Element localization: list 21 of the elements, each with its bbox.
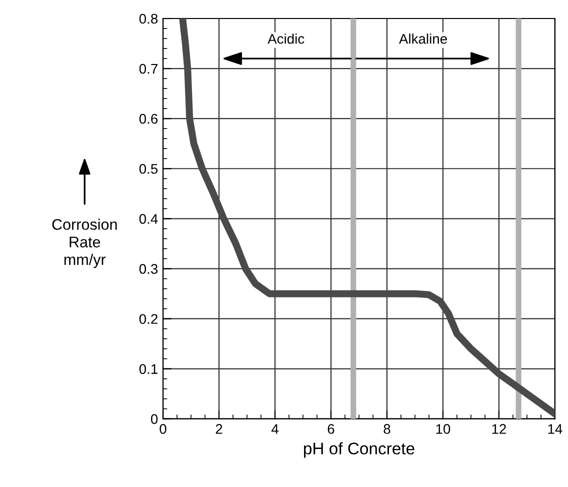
x-tick-label: 2 [216,424,222,434]
annotation: Alkaline [398,34,447,44]
x-tick-label: 0 [160,424,166,434]
y-tick-label: 0.7 [139,64,158,74]
x-tick-label: 6 [328,424,334,434]
x-tick-label: 4 [271,424,278,434]
x-axis-title: pH of Concrete [304,442,414,458]
y-tick-label: 0.1 [139,364,158,374]
y-tick-label: 0.4 [139,214,158,224]
y-tick-label: 0.6 [139,114,158,124]
x-tick-label: 8 [384,424,390,434]
y-tick-label: 0.5 [139,164,158,174]
y-tick-label: 0 [150,414,158,424]
y-tick-label: 0.3 [139,264,158,274]
x-tick-label: 14 [548,424,562,434]
y-tick-label: 0.2 [139,314,158,324]
x-tick-label: 12 [492,424,506,434]
y-tick-label: 0.8 [139,14,158,24]
y-axis-title: Corrosion Rate mm/yr [52,218,117,268]
annotation: Acidic [268,34,304,44]
x-tick-label: 10 [436,424,450,434]
